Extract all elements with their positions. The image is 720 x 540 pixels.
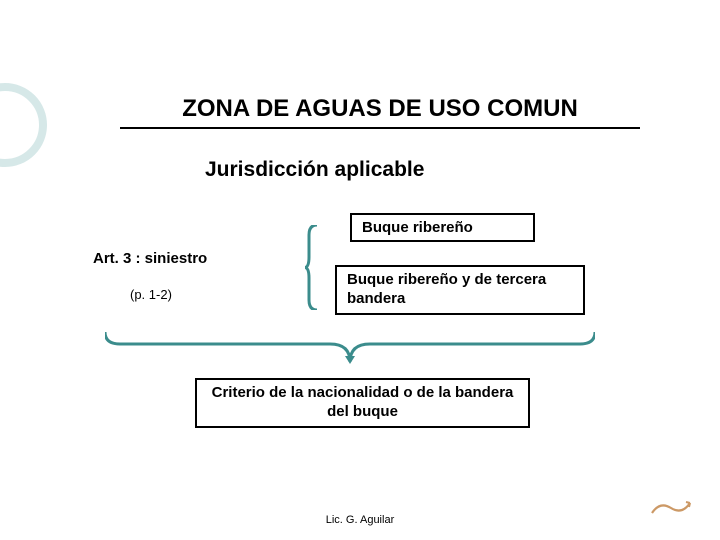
page-title: ZONA DE AGUAS DE USO COMUN — [120, 95, 640, 129]
brace-left-icon — [305, 225, 320, 310]
article-label: Art. 3 : siniestro — [93, 250, 207, 267]
decorative-ring — [0, 80, 50, 170]
box-criterio: Criterio de la nacionalidad o de la band… — [195, 378, 530, 428]
page-subtitle: Jurisdicción aplicable — [205, 158, 424, 182]
article-page-ref: (p. 1-2) — [130, 287, 172, 302]
box-buque-tercera-bandera: Buque ribereño y de tercera bandera — [335, 265, 585, 315]
brace-bottom-icon — [105, 332, 595, 364]
footer-author: Lic. G. Aguilar — [0, 514, 720, 526]
box-buque-ribereno: Buque ribereño — [350, 213, 535, 242]
